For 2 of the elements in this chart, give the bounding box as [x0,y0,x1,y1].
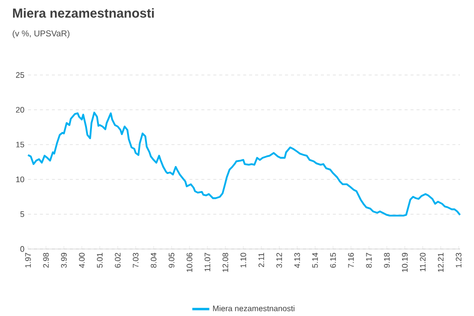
chart-subtitle: (v %, UPSVaR) [12,30,70,38]
chart-title: Miera nezamestnanosti [13,8,154,18]
